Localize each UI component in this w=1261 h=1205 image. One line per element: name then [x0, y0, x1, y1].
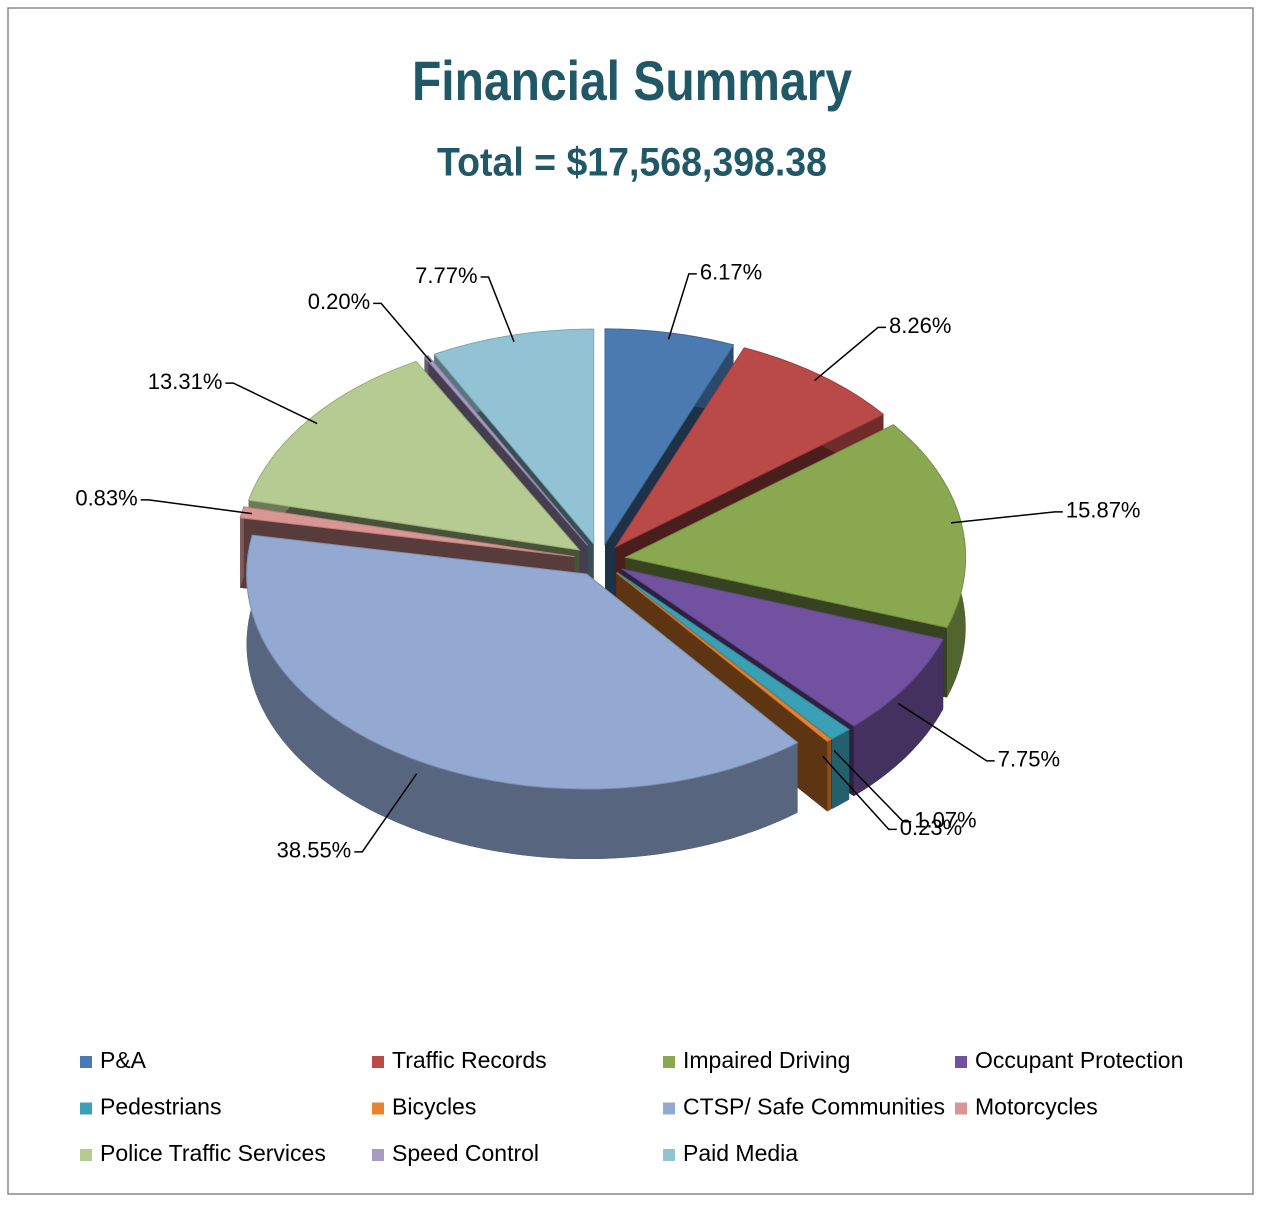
legend-swatch — [372, 1102, 384, 1115]
pie-slice — [616, 571, 851, 740]
leader-line — [225, 382, 318, 425]
data-label: 1.07% — [914, 808, 976, 833]
legend-label: P&A — [100, 1047, 147, 1073]
data-label: 15.87% — [1066, 498, 1141, 523]
slice-rim — [240, 506, 244, 588]
legend-label: Occupant Protection — [975, 1047, 1183, 1073]
data-label: 13.31% — [148, 369, 223, 394]
legend-label: Paid Media — [683, 1140, 798, 1166]
leader-line — [822, 755, 897, 831]
pie-slice — [246, 534, 799, 790]
leader-line — [950, 511, 1063, 524]
leader-line — [140, 499, 252, 515]
pie-slice — [615, 572, 833, 742]
legend-swatch — [663, 1149, 675, 1161]
leader-line — [667, 273, 697, 340]
legend-swatch — [955, 1056, 967, 1068]
legend-swatch — [372, 1056, 384, 1068]
leader-line — [833, 749, 912, 823]
chart-subtitle: Total = $17,568,398.38 — [437, 141, 827, 185]
pie-slice — [621, 568, 944, 727]
legend-swatch — [372, 1149, 384, 1161]
leader-line — [373, 302, 432, 363]
data-label: 0.20% — [308, 289, 370, 314]
legend-label: Speed Control — [392, 1140, 539, 1166]
data-label: 7.75% — [998, 747, 1060, 772]
slice-rim — [831, 729, 850, 809]
legend-swatch — [663, 1056, 675, 1068]
slice-rim — [246, 535, 798, 860]
chart-title: Financial Summary — [412, 49, 852, 112]
legend-swatch — [80, 1149, 92, 1161]
leader-line — [354, 773, 418, 853]
legend-label: Pedestrians — [100, 1094, 221, 1120]
data-label: 7.77% — [415, 263, 477, 288]
legend-label: Police Traffic Services — [100, 1140, 326, 1166]
legend-label: CTSP/ Safe Communities — [683, 1094, 945, 1120]
data-label: 0.23% — [900, 815, 962, 840]
legend-label: Motorcycles — [975, 1094, 1098, 1120]
data-label: 8.26% — [889, 313, 951, 338]
legend-label: Traffic Records — [392, 1047, 547, 1073]
leader-line — [814, 326, 887, 382]
legend-swatch — [663, 1102, 675, 1115]
legend-swatch — [80, 1102, 92, 1115]
legend-swatch — [80, 1056, 92, 1068]
slice-rim — [853, 639, 944, 797]
leader-line — [480, 276, 515, 343]
leader-line — [897, 702, 995, 762]
legend-swatch — [955, 1102, 967, 1115]
data-label: 6.17% — [700, 260, 762, 285]
legend-label: Bicycles — [392, 1094, 476, 1120]
data-label: 0.83% — [75, 486, 137, 511]
data-label: 38.55% — [277, 838, 352, 863]
legend-label: Impaired Driving — [683, 1047, 850, 1073]
slice-rim — [827, 739, 832, 812]
